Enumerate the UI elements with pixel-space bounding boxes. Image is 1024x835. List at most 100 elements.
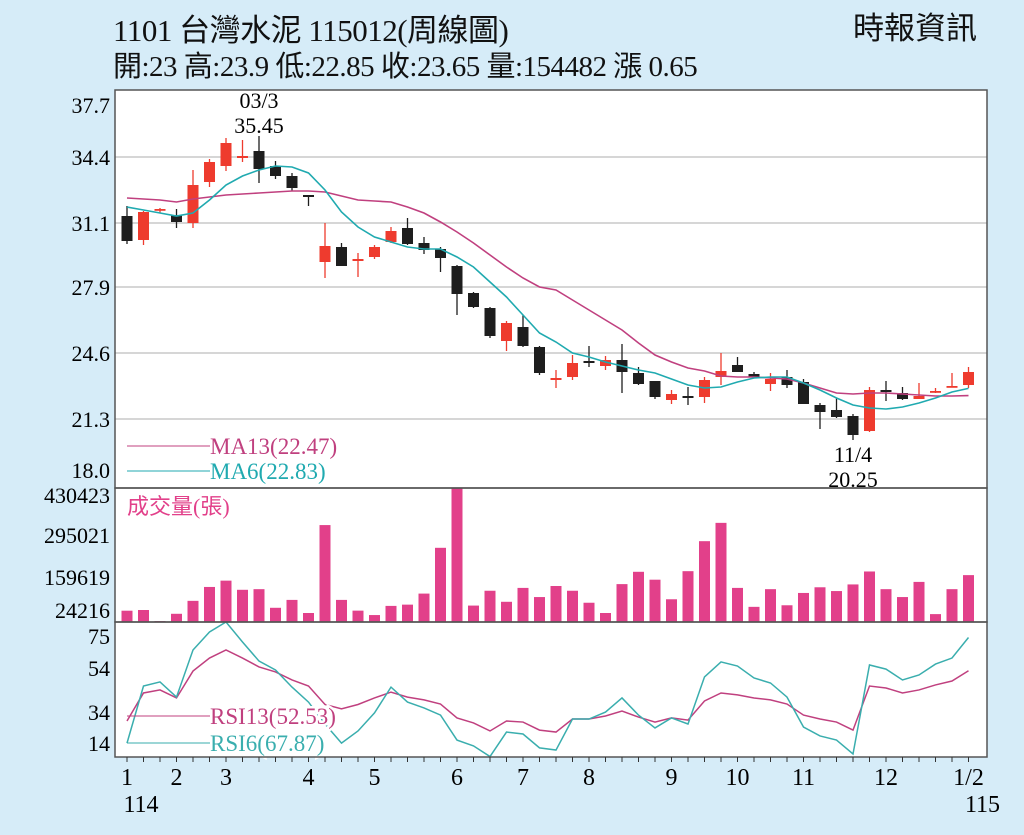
y-tick-label: 37.7 [72,93,111,118]
candle-body [913,396,925,399]
volume-bar [550,586,562,622]
candle-body [402,228,413,244]
volume-bar [319,525,331,622]
volume-tick-label: 159619 [44,565,110,590]
candle-body [121,216,133,241]
volume-tick-label: 24216 [55,598,110,623]
volume-bar [715,522,727,622]
volume-bar [501,601,512,622]
volume-bar [402,604,413,622]
rsi-tick-label: 34 [88,700,110,725]
candle-body [484,308,496,336]
legend-ma6: MA6(22.83) [210,459,326,484]
x-year-label: 115 [965,792,1000,818]
volume-bar [303,613,314,622]
candle-body [930,391,941,393]
candle-body [550,378,562,380]
volume-bar [220,580,232,622]
y-tick-label: 34.4 [72,145,111,170]
y-tick-label: 21.3 [72,407,111,432]
volume-bar [831,591,842,622]
volume-bar [468,605,479,622]
candle-body [649,381,661,397]
x-tick-label: 4 [303,765,315,791]
volume-bar [600,613,611,622]
candle-body [583,361,595,363]
volume-bar [616,584,628,622]
volume-bar [138,610,149,622]
volume-bar [583,602,595,622]
candle-body [352,259,364,261]
x-tick-label: 10 [726,765,750,791]
candle-body [715,371,727,377]
volume-bar [748,606,760,622]
volume-bar [897,597,908,622]
annotation-date: 11/4 [834,442,872,467]
candle-body [171,215,182,222]
volume-bar [286,599,298,622]
x-tick-label: 8 [583,765,595,791]
volume-bar [814,587,826,622]
annotation-date: 03/3 [239,88,278,113]
candle-body [534,347,545,373]
candle-body [682,396,694,398]
volume-bar [798,592,809,622]
rsi-tick-label: 54 [88,656,110,681]
volume-tick-label: 295021 [44,523,110,548]
candle-body [286,176,298,188]
volume-bar [946,589,958,622]
candle-body [567,363,578,377]
candle-body [897,393,908,399]
volume-tick-label: 430423 [44,483,110,508]
rsi13-line [126,649,969,733]
volume-bar [451,488,463,622]
candle-body [501,323,512,341]
volume-bar [204,586,215,622]
candle-body [880,390,892,392]
volume-bar [649,579,661,622]
x-tick-label: 1 [121,765,133,791]
candle-body [600,360,611,366]
volume-bar [963,575,974,622]
candle-body [385,231,397,242]
candle-body [270,166,281,176]
candle-body [765,379,776,384]
quote-summary: 開:23 高:23.9 低:22.85 收:23.65 量:154482 漲 0… [113,51,698,83]
candle-body [831,410,842,417]
volume-bar [369,615,380,622]
legend-ma13: MA13(22.47) [210,434,337,459]
candle-body [963,372,974,385]
legend-rsi13: RSI13(52.53) [210,704,336,729]
volume-bar [253,589,265,622]
volume-bar [352,610,364,622]
rsi-tick-label: 14 [88,731,110,756]
volume-bar [880,589,892,622]
candle-body [237,156,248,158]
volume-bar [864,571,875,622]
candle-body [798,382,809,404]
x-tick-label: 1/2 [953,765,984,791]
panel-background [115,622,987,757]
candle-body [138,212,149,240]
y-tick-label: 18.0 [72,458,111,483]
volume-bar [633,571,644,622]
x-year-label: 114 [123,792,158,818]
x-tick-label: 2 [171,765,183,791]
volume-bar [435,547,446,622]
candle-body [369,247,380,257]
candle-body [303,195,314,197]
candle-body [814,405,826,412]
candle-body [220,143,232,166]
ma6-line [126,165,969,410]
x-tick-label: 12 [874,765,898,791]
volume-bar [418,593,430,622]
y-tick-label: 27.9 [72,275,111,300]
candle-body [468,293,479,307]
candle-body [781,377,793,385]
candle-body [517,327,529,346]
volume-bar [336,599,347,622]
x-tick-label: 3 [220,765,232,791]
volume-bar [270,607,281,622]
volume-bar [930,614,941,622]
volume-bar [171,613,182,622]
